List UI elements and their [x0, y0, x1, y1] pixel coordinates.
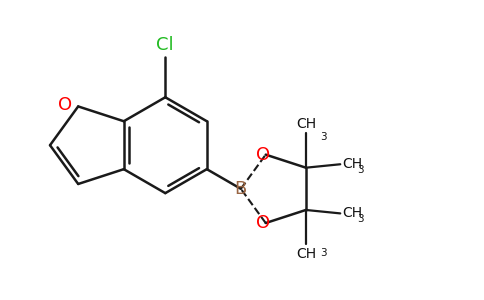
Text: B: B [235, 180, 247, 198]
Text: O: O [256, 146, 271, 164]
Text: CH: CH [343, 206, 363, 220]
Text: CH: CH [343, 157, 363, 171]
Text: O: O [256, 214, 271, 232]
Text: CH: CH [296, 117, 316, 131]
Text: 3: 3 [357, 165, 363, 175]
Text: 3: 3 [320, 131, 327, 142]
Text: 3: 3 [320, 248, 327, 258]
Text: 3: 3 [357, 214, 363, 224]
Text: Cl: Cl [156, 36, 174, 54]
Text: O: O [58, 97, 73, 115]
Text: CH: CH [296, 247, 316, 261]
